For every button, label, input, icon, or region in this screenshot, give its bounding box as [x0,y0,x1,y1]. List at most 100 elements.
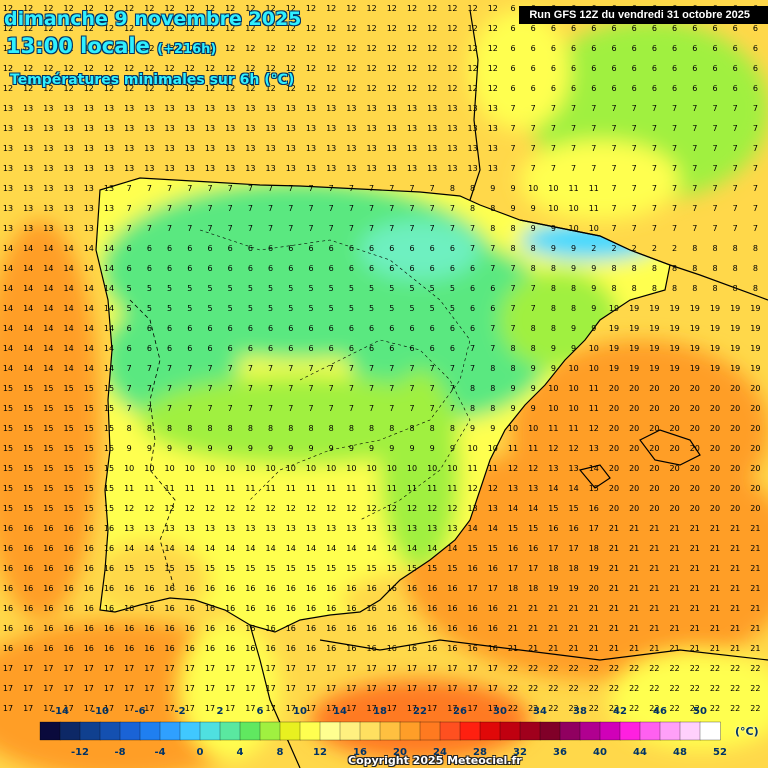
grid-value: 12 [407,504,417,513]
grid-value: 7 [450,404,455,413]
grid-value: 7 [531,304,536,313]
grid-value: 12 [205,44,215,53]
grid-value: 11 [387,484,397,493]
grid-value: 5 [409,284,414,293]
grid-value: 16 [225,644,235,653]
grid-value: 7 [611,124,616,133]
grid-value: 16 [488,624,498,633]
grid-value: 7 [611,204,616,213]
grid-value: 7 [409,384,414,393]
grid-value: 7 [632,184,637,193]
grid-value: 12 [144,64,154,73]
grid-value: 7 [147,364,152,373]
lead-time: (+216h) [157,42,217,57]
grid-value: 21 [670,524,680,533]
grid-value: 12 [367,504,377,513]
grid-value: 19 [710,324,720,333]
grid-value: 13 [346,164,356,173]
legend-tick-bottom: 32 [513,747,527,758]
balearic-coastline [639,429,701,466]
grid-value: 8 [167,424,172,433]
grid-value: 7 [187,204,192,213]
grid-value: 20 [690,464,700,473]
grid-value: 7 [672,184,677,193]
grid-value: 17 [447,704,457,713]
grid-value: 12 [387,4,397,13]
grid-value: 7 [167,404,172,413]
grid-value: 11 [569,184,579,193]
grid-value: 16 [306,604,316,613]
grid-value: 9 [591,304,596,313]
grid-value: 16 [165,604,175,613]
grid-value: 13 [64,184,74,193]
grid-value: 6 [369,344,374,353]
grid-value: 21 [629,624,639,633]
legend-tick-top: -2 [174,706,185,717]
grid-value: 21 [649,604,659,613]
grid-value: 10 [569,364,579,373]
grid-value: 22 [670,684,680,693]
grid-value: 13 [165,124,175,133]
legend-swatch [539,721,561,741]
grid-value: 12 [185,84,195,93]
grid-value: 12 [326,44,336,53]
grid-value: 12 [225,4,235,13]
grid-value: 19 [629,324,639,333]
grid-value: 11 [225,484,235,493]
grid-value: 7 [571,164,576,173]
grid-value: 10 [589,224,599,233]
grid-value: 8 [510,224,515,233]
grid-value: 5 [329,284,334,293]
grid-value: 9 [308,444,313,453]
grid-value: 6 [591,84,596,93]
grid-value: 7 [248,384,253,393]
grid-value: 21 [690,624,700,633]
grid-value: 7 [733,124,738,133]
grid-value: 13 [43,124,53,133]
grid-value: 8 [611,264,616,273]
grid-value: 20 [649,384,659,393]
grid-value: 7 [531,284,536,293]
grid-value: 6 [167,244,172,253]
grid-value: 15 [3,424,13,433]
grid-value: 6 [228,244,233,253]
grid-value: 21 [629,604,639,613]
grid-value: 15 [306,564,316,573]
grid-value: 17 [346,664,356,673]
grid-value: 6 [753,84,758,93]
grid-value: 16 [488,644,498,653]
grid-value: 6 [369,324,374,333]
grid-value: 16 [23,624,33,633]
grid-value: 13 [185,524,195,533]
grid-value: 16 [43,644,53,653]
grid-value: 21 [730,604,740,613]
grid-value: 6 [510,84,515,93]
grid-value: 13 [64,204,74,213]
grid-value: 14 [104,284,114,293]
grid-value: 16 [447,644,457,653]
legend-swatch [659,721,681,741]
grid-value: 12 [326,84,336,93]
grid-value: 17 [144,664,154,673]
legend-swatch [119,721,141,741]
grid-value: 16 [286,624,296,633]
grid-value: 16 [245,604,255,613]
grid-value: 20 [609,424,619,433]
grid-value: 13 [104,164,114,173]
grid-value: 22 [589,684,599,693]
grid-value: 13 [488,144,498,153]
grid-value: 16 [43,544,53,553]
grid-value: 9 [127,444,132,453]
grid-value: 15 [569,504,579,513]
grid-value: 8 [470,404,475,413]
grid-value: 7 [349,364,354,373]
grid-value: 17 [548,544,558,553]
grid-value: 19 [710,304,720,313]
grid-value: 16 [144,624,154,633]
grid-value: 21 [690,544,700,553]
grid-value: 16 [266,644,276,653]
grid-value: 6 [409,244,414,253]
grid-value: 7 [308,184,313,193]
grid-value: 11 [245,484,255,493]
grid-value: 18 [548,564,558,573]
